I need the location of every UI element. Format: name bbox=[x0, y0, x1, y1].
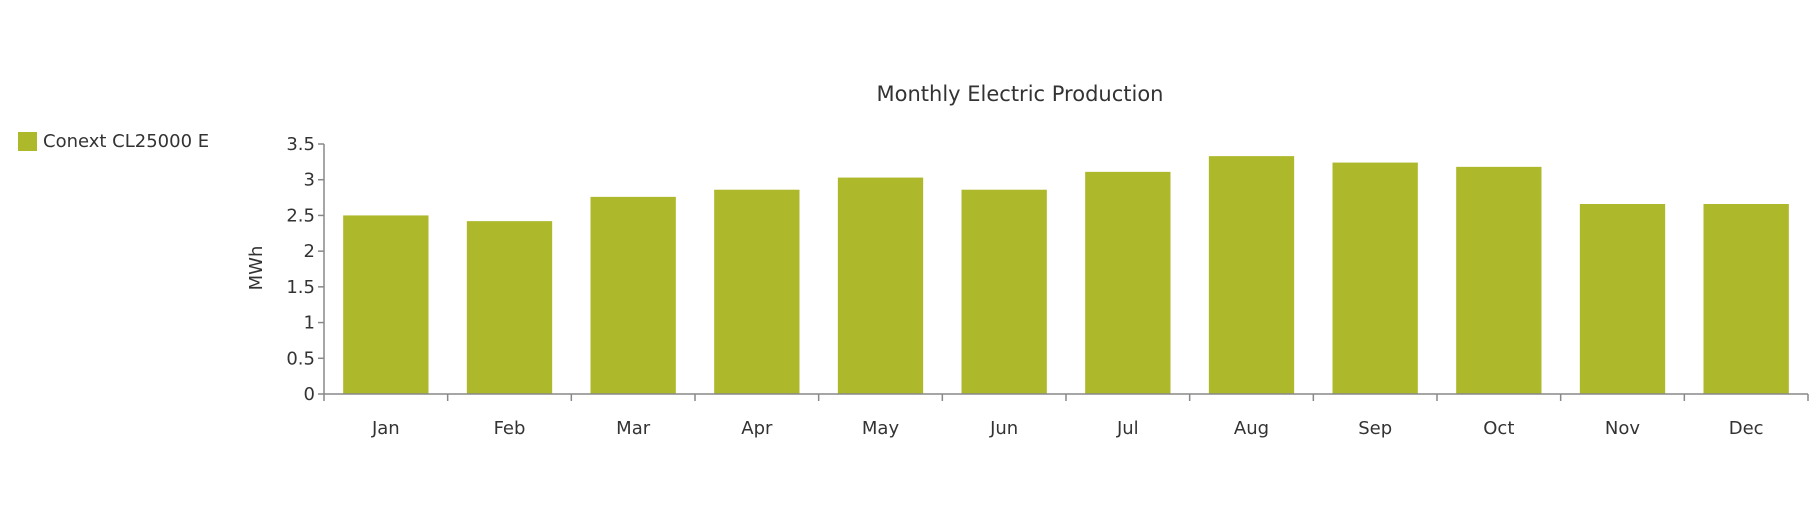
y-tick-label: 0.5 bbox=[286, 348, 315, 369]
x-tick-label: Oct bbox=[1483, 418, 1514, 439]
legend-swatch bbox=[18, 132, 37, 151]
x-tick-label: May bbox=[862, 418, 900, 439]
bar-feb bbox=[466, 221, 553, 394]
y-tick-label: 3 bbox=[304, 170, 315, 191]
chart-title: Monthly Electric Production bbox=[876, 82, 1164, 106]
y-tick-label: 2 bbox=[304, 241, 315, 262]
bar-mar bbox=[590, 196, 676, 394]
y-tick-label: 3.5 bbox=[286, 134, 315, 155]
bar-aug bbox=[1208, 156, 1295, 394]
x-tick-label: Apr bbox=[741, 418, 773, 439]
bars bbox=[343, 156, 1789, 394]
x-tick-label: Dec bbox=[1729, 418, 1764, 439]
bar-jan bbox=[343, 215, 429, 394]
x-tick-label: Nov bbox=[1605, 418, 1640, 439]
legend-label: Conext CL25000 E bbox=[43, 131, 210, 152]
y-tick-label: 2.5 bbox=[286, 205, 315, 226]
y-tick-label: 1.5 bbox=[286, 277, 315, 298]
x-axis: Jan Feb Mar Apr May Jun Jul Aug Sep Oct Nov Dec bbox=[323, 393, 1809, 439]
x-tick-label: Feb bbox=[494, 418, 526, 439]
y-tick-label: 1 bbox=[304, 313, 315, 334]
x-tick-label: Sep bbox=[1358, 418, 1392, 439]
bar-jul bbox=[1085, 171, 1171, 394]
bar-sep bbox=[1332, 162, 1418, 394]
x-tick-label: Jun bbox=[989, 418, 1018, 439]
bar-nov bbox=[1579, 204, 1666, 394]
bar-apr bbox=[714, 189, 800, 394]
legend: Conext CL25000 E bbox=[18, 131, 209, 152]
bar-jun bbox=[961, 189, 1047, 394]
bar-may bbox=[837, 177, 924, 394]
bar-oct bbox=[1456, 166, 1542, 394]
y-axis-label: MWh bbox=[246, 246, 267, 291]
bar-dec bbox=[1703, 204, 1789, 394]
y-axis: 0 0.5 1 1.5 2 2.5 3 3.5 bbox=[286, 134, 325, 405]
x-tick-label: Mar bbox=[616, 418, 651, 439]
x-tick-label: Jul bbox=[1116, 418, 1139, 439]
x-tick-label: Jan bbox=[371, 418, 400, 439]
y-tick-label: 0 bbox=[304, 384, 315, 405]
x-tick-label: Aug bbox=[1234, 418, 1269, 439]
